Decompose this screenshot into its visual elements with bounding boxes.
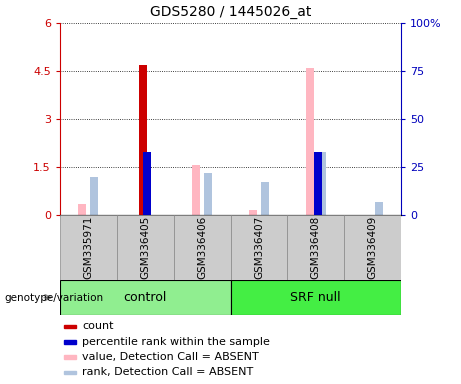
FancyBboxPatch shape bbox=[230, 215, 287, 280]
Text: GSM336407: GSM336407 bbox=[254, 216, 264, 279]
FancyBboxPatch shape bbox=[117, 215, 174, 280]
Bar bbox=[192, 166, 200, 215]
Text: GSM336405: GSM336405 bbox=[140, 216, 150, 279]
Bar bbox=[143, 152, 151, 215]
FancyBboxPatch shape bbox=[344, 215, 401, 280]
FancyBboxPatch shape bbox=[60, 215, 117, 280]
Text: GSM336408: GSM336408 bbox=[311, 216, 321, 279]
FancyBboxPatch shape bbox=[60, 280, 230, 315]
Text: GSM335971: GSM335971 bbox=[83, 216, 94, 280]
Bar bbox=[64, 324, 76, 328]
Bar bbox=[261, 182, 269, 215]
Bar bbox=[64, 371, 76, 374]
Bar bbox=[314, 152, 322, 215]
FancyBboxPatch shape bbox=[287, 215, 344, 280]
Text: value, Detection Call = ABSENT: value, Detection Call = ABSENT bbox=[82, 352, 259, 362]
Text: count: count bbox=[82, 321, 113, 331]
Text: rank, Detection Call = ABSENT: rank, Detection Call = ABSENT bbox=[82, 367, 253, 377]
Bar bbox=[204, 173, 212, 215]
Bar bbox=[64, 340, 76, 344]
Bar bbox=[375, 202, 383, 215]
Bar bbox=[249, 210, 257, 215]
Bar bbox=[78, 204, 86, 215]
Text: GSM336409: GSM336409 bbox=[367, 216, 378, 279]
Bar bbox=[318, 152, 326, 215]
Bar bbox=[90, 177, 98, 215]
Text: SRF null: SRF null bbox=[290, 291, 341, 304]
Bar bbox=[306, 68, 314, 215]
FancyBboxPatch shape bbox=[230, 280, 401, 315]
Text: control: control bbox=[124, 291, 167, 304]
Text: genotype/variation: genotype/variation bbox=[5, 293, 104, 303]
Title: GDS5280 / 1445026_at: GDS5280 / 1445026_at bbox=[150, 5, 311, 19]
Bar bbox=[139, 65, 147, 215]
FancyBboxPatch shape bbox=[174, 215, 230, 280]
Bar bbox=[64, 355, 76, 359]
Text: percentile rank within the sample: percentile rank within the sample bbox=[82, 337, 270, 347]
Text: GSM336406: GSM336406 bbox=[197, 216, 207, 279]
